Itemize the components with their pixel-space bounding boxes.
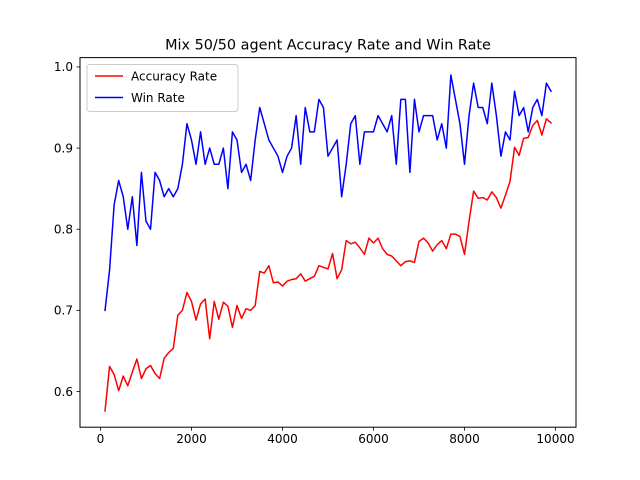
- legend-box: [86, 64, 239, 112]
- legend-label-accuracy-rate: Accuracy Rate: [131, 70, 217, 84]
- chart-title: Mix 50/50 agent Accuracy Rate and Win Ra…: [165, 38, 491, 54]
- legend-label-win-rate: Win Rate: [131, 91, 185, 105]
- x-tick-label: 4000: [267, 432, 298, 446]
- series-accuracy-rate: [104, 118, 553, 412]
- x-tick-label: 6000: [358, 432, 389, 446]
- x-tick-label: 0: [97, 432, 105, 446]
- x-tick-label: 8000: [449, 432, 480, 446]
- y-tick-label: 0.6: [54, 385, 73, 399]
- y-axis: 0.6 0.7 0.8 0.9 1.0: [54, 60, 80, 399]
- series-layer: [104, 74, 553, 412]
- y-tick-label: 0.7: [54, 304, 73, 318]
- x-tick-label: 2000: [176, 432, 207, 446]
- legend: Accuracy Rate Win Rate: [86, 64, 239, 112]
- y-tick-label: 1.0: [54, 60, 73, 74]
- series-win-rate: [104, 74, 552, 312]
- x-tick-label: 10000: [536, 432, 574, 446]
- y-tick-label: 0.9: [54, 141, 73, 155]
- series-line-win-rate: [104, 74, 552, 312]
- y-tick-label: 0.8: [54, 223, 73, 237]
- plot-frame: [79, 57, 577, 428]
- series-line-accuracy-rate: [104, 118, 553, 412]
- x-axis: 0 2000 4000 6000 8000 10000: [97, 427, 575, 446]
